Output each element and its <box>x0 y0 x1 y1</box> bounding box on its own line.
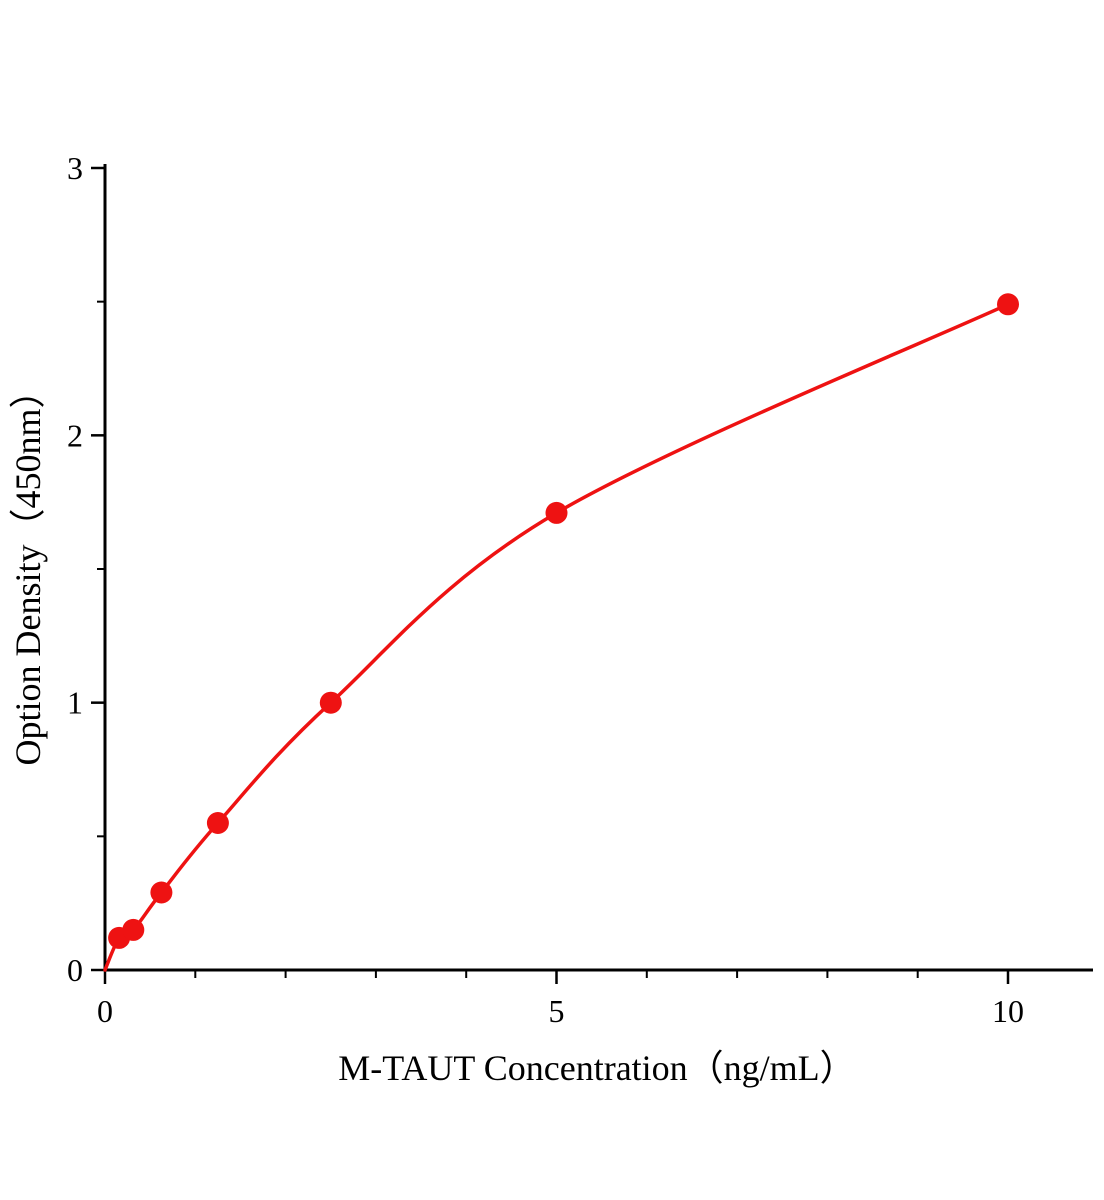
data-point <box>545 501 568 524</box>
plot-area: 0 5 10 0 1 2 3 <box>67 150 1093 1029</box>
x-tick-label: 5 <box>549 993 565 1029</box>
data-point <box>150 881 173 904</box>
standard-curve-line <box>103 302 1010 972</box>
y-tick-label: 1 <box>67 685 83 721</box>
x-tick-label: 10 <box>992 993 1024 1029</box>
data-point <box>997 293 1019 316</box>
data-point <box>206 812 229 834</box>
data-point <box>122 918 145 941</box>
y-tick-label: 2 <box>67 417 83 453</box>
data-point <box>319 691 342 714</box>
y-tick-label: 0 <box>67 952 83 988</box>
x-axis-label: M-TAUT Concentration（ng/mL） <box>338 1048 855 1088</box>
y-axis-label: Option Density（450nm） <box>8 373 48 766</box>
x-tick-label: 0 <box>97 993 113 1029</box>
y-tick-label: 3 <box>67 150 83 186</box>
